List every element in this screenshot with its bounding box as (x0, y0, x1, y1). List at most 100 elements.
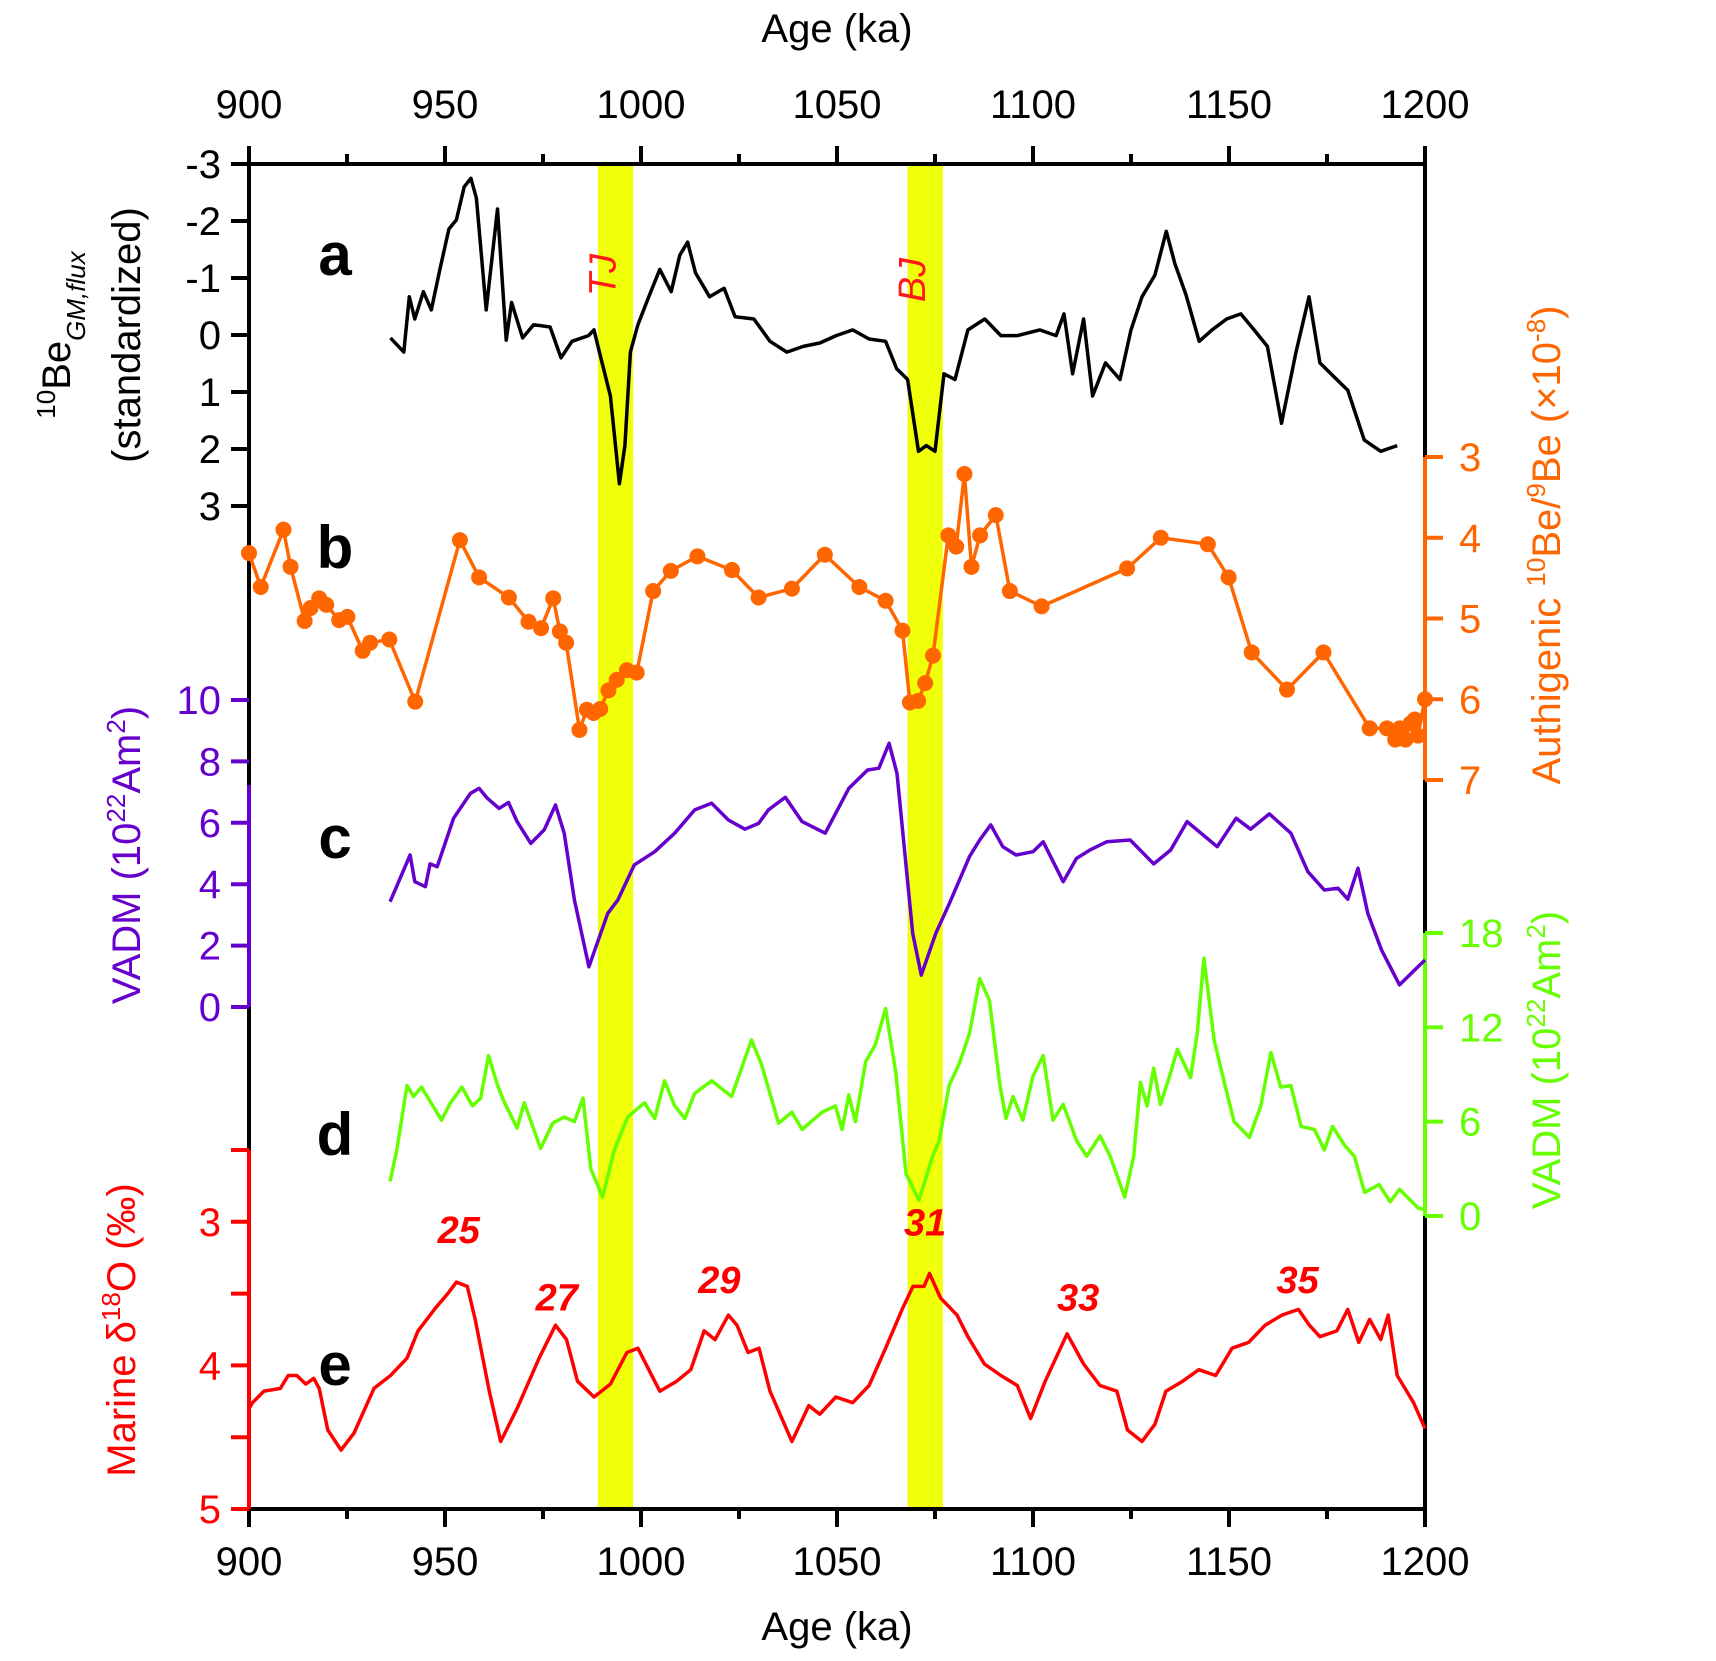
series-line-a (389, 176, 1398, 486)
mis-stage-label: 27 (535, 1277, 580, 1319)
y-axis-title-c-part: VADM (10 (105, 823, 149, 1005)
y-tick-label-b: 4 (1459, 517, 1481, 561)
y-tick-label-a: 0 (199, 314, 221, 358)
data-point-b (1001, 583, 1018, 600)
data-point-b (533, 620, 550, 637)
data-point-b (1361, 720, 1378, 737)
y-tick-label-a: -2 (185, 200, 221, 244)
bottom-x-tick-label: 1050 (793, 1540, 882, 1584)
y-axis-title-e: Marine δ18O (‰) (96, 1183, 144, 1476)
bottom-x-tick-label: 900 (216, 1540, 283, 1584)
plot-frame (247, 162, 1427, 1511)
top-x-tick-label: 1200 (1381, 83, 1470, 127)
data-point-b (925, 647, 942, 664)
panel-label-a: a (318, 221, 352, 288)
mis-stage-label: 29 (697, 1260, 740, 1302)
y-axis-title-c-part: Am (105, 734, 149, 794)
y-axis-title-a-line2: (standardized) (105, 207, 149, 463)
y-tick-label-c: 10 (177, 679, 222, 723)
y-tick-label-c: 4 (199, 863, 221, 907)
data-point-b (471, 569, 488, 586)
event-band-BJ (907, 164, 943, 1509)
data-point-b (987, 507, 1004, 524)
y-axis-title-e-part: O (‰) (100, 1183, 144, 1292)
y-axis-title-d-part: ) (1525, 911, 1569, 924)
bottom-x-tick-label: 1200 (1381, 1540, 1470, 1584)
y-tick-label-d: 0 (1459, 1195, 1481, 1239)
data-point-b (252, 579, 269, 596)
data-point-b (1378, 720, 1395, 737)
data-point-b (558, 634, 575, 651)
panel-label-b: b (317, 514, 354, 581)
data-series (241, 176, 1433, 1452)
y-axis-title-c: VADM (1022Am2) (101, 706, 149, 1004)
x-axes: Age (ka) Age (ka) 900 900 950 950 1000 1000 10… (216, 7, 1470, 1649)
data-point-b (1315, 644, 1332, 661)
annotation-labels: a b c d e TJ BJ 25 27 29 31 33 35 (317, 221, 1320, 1398)
bottom-x-tick-label: 950 (412, 1540, 479, 1584)
y-axis-title-b-part: Authigenic (1525, 587, 1569, 785)
y-tick-label-a: 1 (199, 371, 221, 415)
y-tick-label-d: 18 (1459, 912, 1504, 956)
mis-stage-label: 25 (437, 1210, 481, 1252)
data-point-b (339, 608, 356, 625)
data-point-b (318, 596, 335, 613)
top-x-tick-label: 1050 (793, 83, 882, 127)
y-tick-label-d: 12 (1459, 1006, 1504, 1050)
y-tick-label-a: 2 (199, 428, 221, 472)
y-axes: -3-2-1012334567024681006121834510BeGM,fl… (31, 143, 1569, 1532)
data-point-b (877, 592, 894, 609)
mis-stage-label: 35 (1276, 1260, 1319, 1302)
y-tick-label-e: 5 (199, 1488, 221, 1532)
top-x-tick-label: 1000 (597, 83, 686, 127)
panel-label-d: d (317, 1101, 354, 1168)
data-point-b (407, 693, 424, 710)
data-point-b (282, 558, 299, 575)
data-point-b (723, 562, 740, 579)
event-bands (597, 164, 943, 1509)
y-axis-title-b-part: Be/ (1525, 497, 1569, 558)
y-axis-title-d-part: VADM (10 (1525, 1028, 1569, 1210)
y-axis-title-b-part: ) (1525, 305, 1569, 318)
data-point-b (1417, 691, 1433, 708)
data-point-b (275, 521, 292, 538)
data-point-b (545, 590, 562, 607)
panel-label-e: e (318, 1331, 351, 1398)
data-point-b (1220, 569, 1237, 586)
y-tick-label-a: 3 (199, 485, 221, 529)
y-axis-title-b: Authigenic 10Be/9Be (×10-8) (1521, 305, 1569, 784)
y-tick-label-c: 2 (199, 925, 221, 969)
data-point-b (500, 589, 517, 606)
data-point-b (1406, 711, 1423, 728)
bottom-x-tick-label: 1100 (990, 1540, 1076, 1584)
data-point-b (608, 671, 625, 688)
y-axis-title-b-part: 10 (1521, 558, 1551, 587)
y-axis-title-c-part: 2 (101, 719, 131, 733)
data-point-b (851, 579, 868, 596)
y-axis-title-b-part: Be (×10 (1525, 342, 1569, 483)
top-x-tick-label: 950 (412, 83, 479, 127)
data-point-b (1033, 598, 1050, 615)
y-axis-title-c-part: ) (105, 706, 149, 719)
y-tick-label-b: 3 (1459, 436, 1481, 480)
data-point-b (750, 589, 767, 606)
y-axis-title-e-part: 18 (96, 1292, 126, 1321)
data-point-b (1199, 536, 1216, 553)
data-point-b (783, 580, 800, 597)
data-point-b (940, 527, 957, 544)
data-point-b (1243, 644, 1260, 661)
y-axis-title-d-part: Am (1525, 939, 1569, 999)
data-point-b (917, 675, 934, 692)
series-line-d (388, 956, 1426, 1212)
y-axis-title-d: VADM (1022Am2) (1521, 911, 1569, 1209)
data-point-b (1119, 560, 1136, 577)
data-point-b (520, 613, 537, 630)
y-axis-title-a: 10BeGM,flux (31, 250, 91, 418)
data-point-b (1409, 727, 1426, 744)
y-axis-title-a-part: Be (35, 341, 79, 390)
y-axis-title-d-part: 2 (1521, 924, 1551, 938)
bottom-x-tick-label: 1150 (1186, 1540, 1272, 1584)
data-point-b (592, 700, 609, 717)
y-tick-label-b: 7 (1459, 759, 1481, 803)
